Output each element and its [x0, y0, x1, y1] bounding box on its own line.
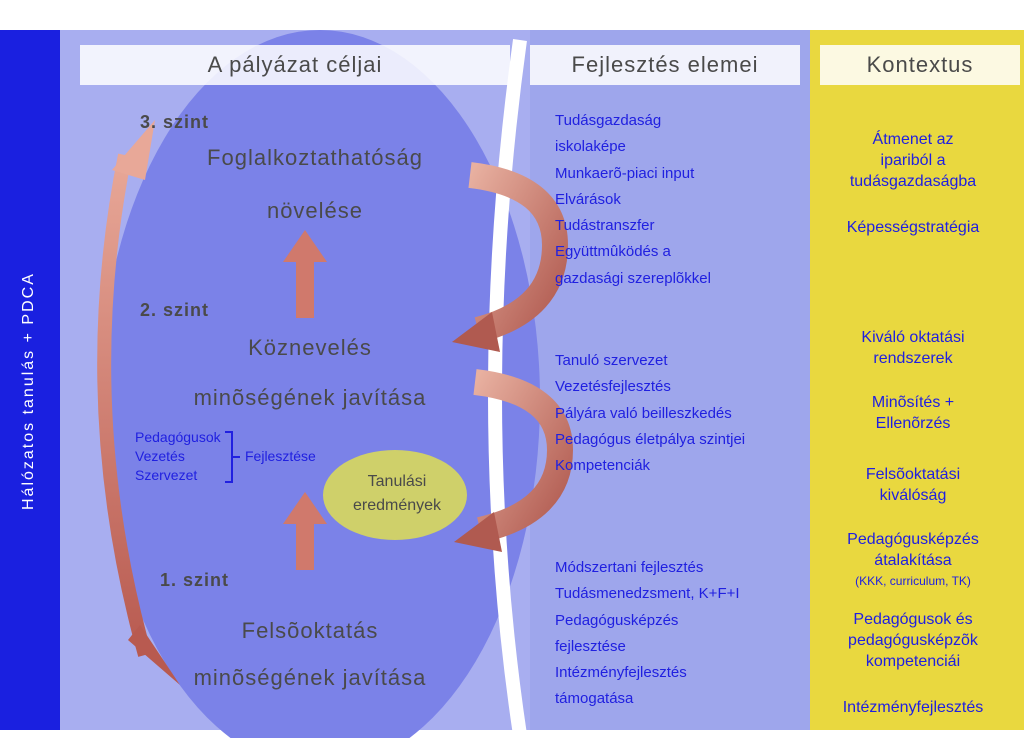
pedagogus-l2: Vezetés — [135, 447, 185, 466]
c3i6-l1: Pedagógusképzés — [818, 530, 1008, 551]
level3-line2: növelése — [165, 193, 465, 228]
c3i6: Pedagógusképzés átalakítása — [818, 530, 1008, 572]
c3i6-l2: átalakítása — [818, 551, 1008, 572]
c3i7-l2: pedagógusképzõk — [818, 631, 1008, 652]
c3i7: Pedagógusok és pedagógusképzõk kompetenc… — [818, 610, 1008, 672]
c3i2: Képességstratégia — [818, 218, 1008, 239]
c3i8: Intézményfejlesztés — [818, 698, 1008, 719]
col3-header: Kontextus — [820, 45, 1020, 85]
c3i1-l2: ipariból a — [818, 151, 1008, 172]
c3i3-l2: rendszerek — [818, 349, 1008, 370]
c2g2: Tanuló szervezet Vezetésfejlesztés Pályá… — [555, 348, 745, 479]
c2g3-l7: gazdasági szereplõkkel — [555, 266, 711, 292]
c2g1-l4: fejlesztése — [555, 634, 740, 660]
ellipse-label-1: Tanulási — [352, 470, 442, 494]
col2-header: Fejlesztés elemei — [530, 45, 800, 85]
pedagogus-l1: Pedagógusok — [135, 428, 221, 447]
c3i1-l1: Átmenet az — [818, 130, 1008, 151]
col2-header-text: Fejlesztés elemei — [572, 52, 759, 78]
c3i5-l1: Felsõoktatási — [818, 465, 1008, 486]
c3i6s-l1: (KKK, curriculum, TK) — [818, 574, 1008, 588]
level3-line1: Foglalkoztathatóság — [165, 140, 465, 175]
c3i5: Felsõoktatási kiválóság — [818, 465, 1008, 507]
c3i7-l3: kompetenciái — [818, 652, 1008, 673]
c2g2-l4: Pedagógus életpálya szintjei — [555, 427, 745, 453]
c2g3-l3: Munkaerõ-piaci input — [555, 161, 711, 187]
c3i4-l1: Minõsítés + — [818, 393, 1008, 414]
c2g2-l3: Pályára való beilleszkedés — [555, 401, 745, 427]
c3i7-l1: Pedagógusok és — [818, 610, 1008, 631]
c3i4: Minõsítés + Ellenõrzés — [818, 393, 1008, 435]
c2g1-l3: Pedagógusképzés — [555, 608, 740, 634]
c2g3-l6: Együttmûködés a — [555, 239, 711, 265]
c2g2-l2: Vezetésfejlesztés — [555, 374, 745, 400]
level2-line2: minõségének javítása — [150, 380, 470, 415]
c2g1-l5: Intézményfejlesztés — [555, 660, 740, 686]
level2-label: 2. szint — [140, 300, 209, 321]
c3i1: Átmenet az ipariból a tudásgazdaságba — [818, 130, 1008, 192]
c3i3-l1: Kiváló oktatási — [818, 328, 1008, 349]
c2g2-l5: Kompetenciák — [555, 453, 745, 479]
pedagogus-right: Fejlesztése — [245, 447, 316, 466]
c3i4-l2: Ellenõrzés — [818, 414, 1008, 435]
level2-line1: Köznevelés — [150, 330, 470, 365]
pedagogus-l3: Szervezet — [135, 466, 197, 485]
c2g3: Tudásgazdaság iskolaképe Munkaerõ-piaci … — [555, 108, 711, 292]
c2g3-l4: Elvárások — [555, 187, 711, 213]
c3i1-l3: tudásgazdaságba — [818, 172, 1008, 193]
c2g1: Módszertani fejlesztés Tudásmenedzsment,… — [555, 555, 740, 713]
c3i5-l2: kiválóság — [818, 486, 1008, 507]
c3i8-l1: Intézményfejlesztés — [818, 698, 1008, 719]
c3i2-l1: Képességstratégia — [818, 218, 1008, 239]
level1-line1: Felsõoktatás — [150, 613, 470, 648]
c2g3-l1: Tudásgazdaság — [555, 108, 711, 134]
level1-line2: minõségének javítása — [150, 660, 470, 695]
ellipse-label-2: eredmények — [342, 494, 452, 518]
col3-header-text: Kontextus — [867, 52, 974, 78]
c2g2-l1: Tanuló szervezet — [555, 348, 745, 374]
c2g1-l2: Tudásmenedzsment, K+F+I — [555, 581, 740, 607]
c2g1-l1: Módszertani fejlesztés — [555, 555, 740, 581]
sidebar-label: Hálózatos tanulás + PDCA — [20, 230, 38, 510]
c3i6s: (KKK, curriculum, TK) — [818, 574, 1008, 588]
col1-header: A pályázat céljai — [80, 45, 510, 85]
level1-label: 1. szint — [160, 570, 229, 591]
c2g3-l2: iskolaképe — [555, 134, 711, 160]
c3i3: Kiváló oktatási rendszerek — [818, 328, 1008, 370]
c2g3-l5: Tudástranszfer — [555, 213, 711, 239]
level3-label: 3. szint — [140, 112, 209, 133]
col1-header-text: A pályázat céljai — [208, 52, 383, 78]
c2g1-l6: támogatása — [555, 686, 740, 712]
